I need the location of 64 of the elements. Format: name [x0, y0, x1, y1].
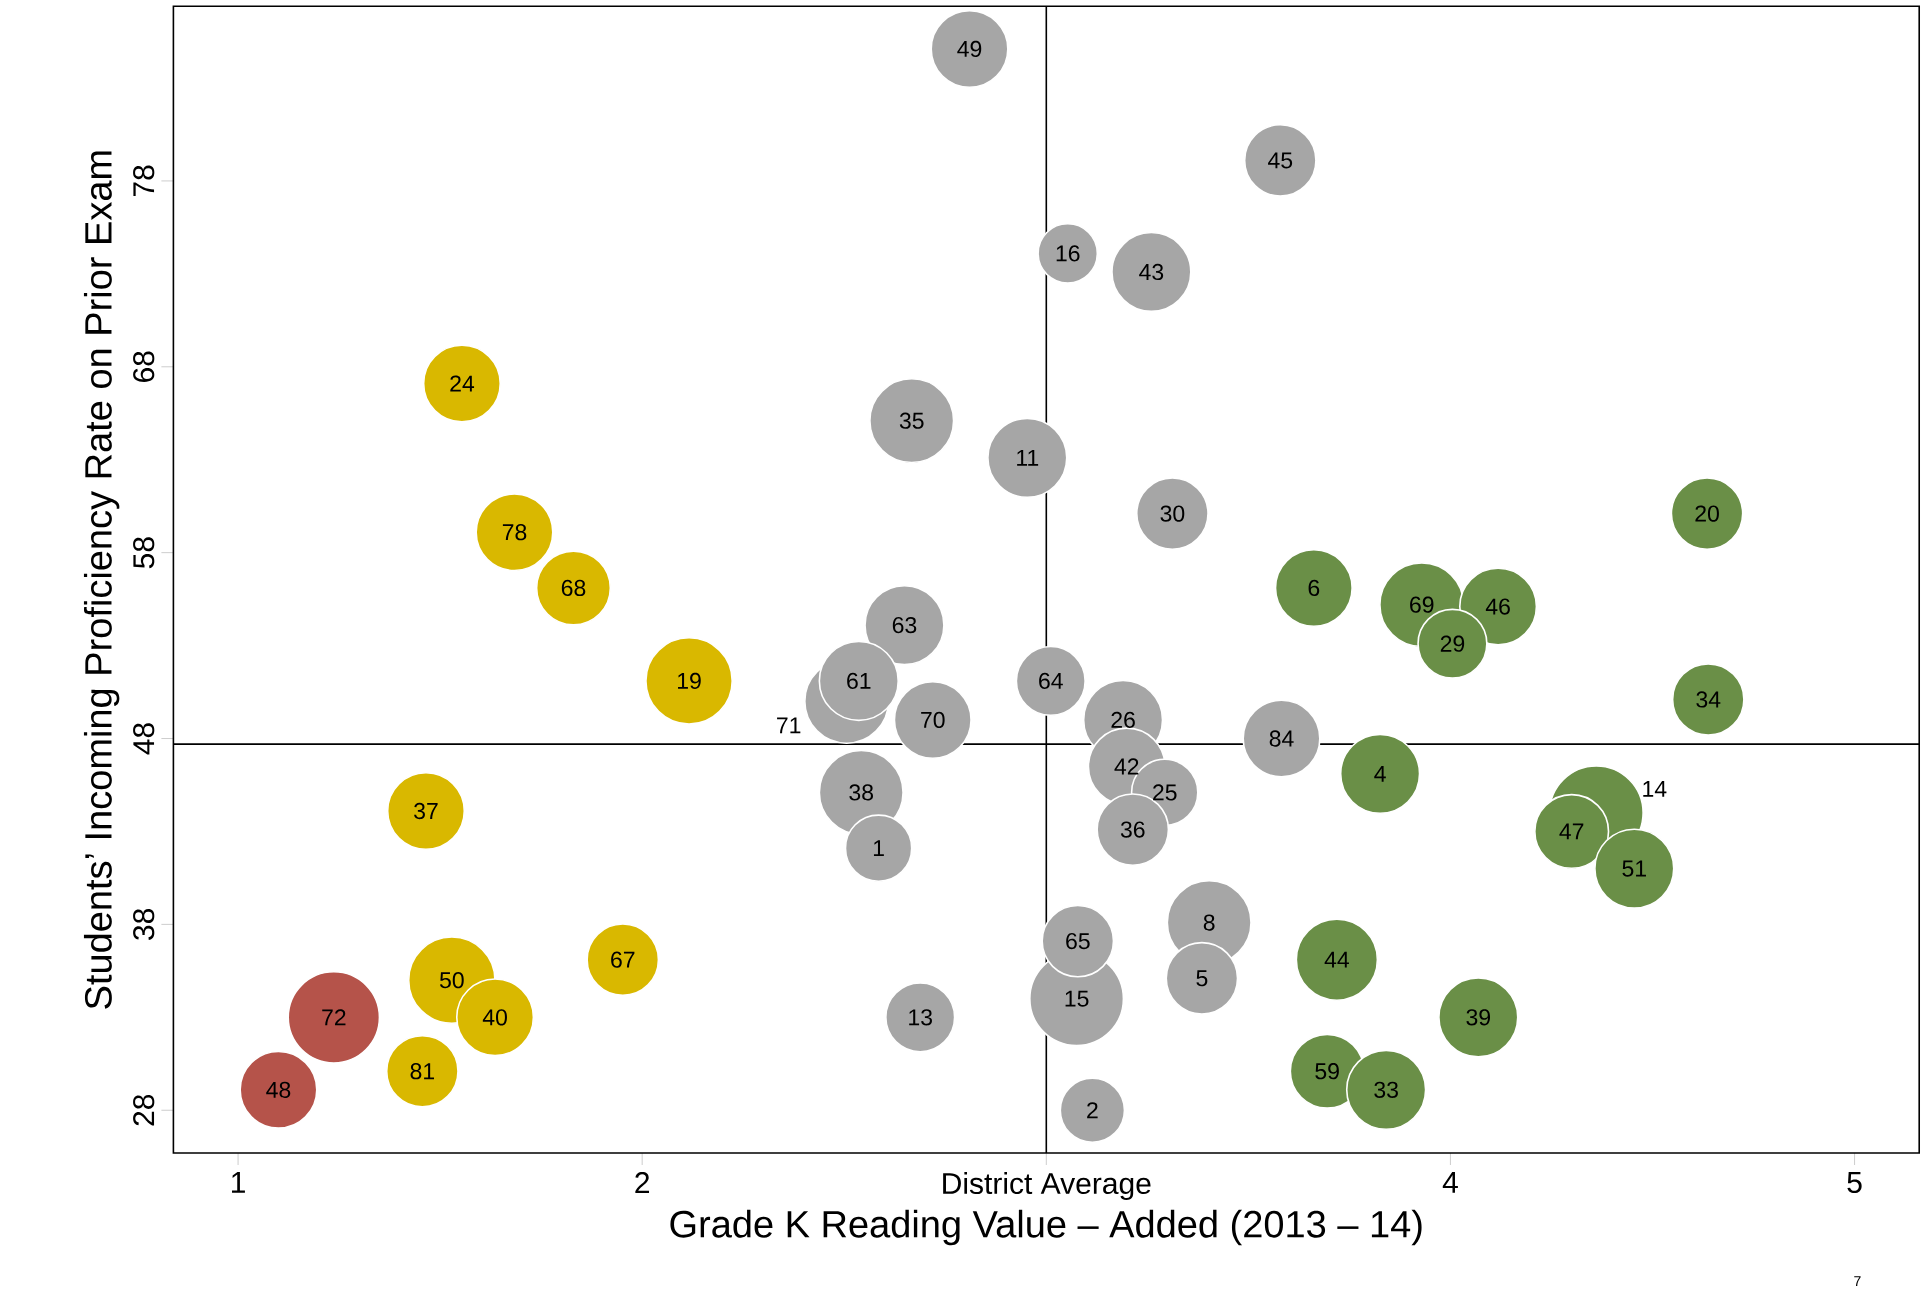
annotation: 50: [439, 972, 464, 989]
annotation: 36: [1120, 821, 1145, 838]
annotation: 2: [1087, 1102, 1098, 1119]
annotation: 5: [1196, 970, 1208, 987]
x-tick-label: 4: [1442, 1172, 1458, 1193]
y-tick-label: 68: [133, 351, 155, 382]
annotation: 70: [921, 711, 945, 729]
annotation: 65: [1066, 932, 1090, 950]
annotation: 24: [450, 375, 475, 392]
annotation: 13: [909, 1009, 932, 1026]
annotation: 44: [1324, 951, 1349, 968]
y-tick-label: 28: [133, 1094, 155, 1126]
annotation: 11: [1017, 449, 1039, 466]
annotation: 43: [1139, 263, 1164, 281]
annotation: 4: [1374, 765, 1386, 782]
annotation: 84: [1269, 730, 1294, 747]
annotation: 6: [1308, 579, 1320, 597]
annotation: 71: [777, 717, 801, 734]
annotation: 8: [1203, 914, 1215, 931]
x-tick-label: 1: [232, 1172, 245, 1193]
annotation: 15: [1065, 990, 1089, 1007]
annotation: 26: [1111, 711, 1135, 729]
annotation: 34: [1696, 691, 1721, 708]
y-axis-title: Students’ Incoming Proficiency Rate on Prior Exam: [83, 151, 120, 1009]
annotation: 25: [1153, 784, 1177, 801]
x-tick-label: District Average: [943, 1172, 1151, 1201]
annotation: 48: [266, 1081, 291, 1098]
annotation: 72: [322, 1009, 346, 1026]
annotation: 39: [1466, 1009, 1491, 1026]
annotation: 49: [957, 40, 982, 58]
annotation: 38: [849, 784, 874, 801]
annotation: 69: [1410, 596, 1434, 613]
annotation: 19: [678, 672, 701, 690]
annotation: 61: [847, 672, 871, 690]
annotation: 46: [1485, 598, 1510, 615]
annotation: 68: [561, 579, 586, 597]
y-tick-label: 48: [133, 723, 155, 755]
annotation: 37: [414, 802, 438, 820]
annotation: 1: [873, 840, 884, 857]
x-tick-label: 5: [1847, 1172, 1862, 1193]
x-axis-title: Grade K Reading Value – Added (2013 – 14): [670, 1209, 1422, 1246]
annotation: 40: [482, 1009, 507, 1026]
annotation: 67: [611, 951, 635, 968]
y-tick-label: 38: [133, 909, 155, 940]
y-tick-label: 78: [133, 165, 155, 197]
y-tick-label: 58: [133, 537, 155, 569]
annotation: 42: [1114, 758, 1139, 775]
annotation: 29: [1440, 635, 1465, 652]
text: 7: [1854, 1276, 1861, 1286]
annotation: 20: [1695, 505, 1719, 522]
annotation: 14: [1643, 780, 1667, 797]
annotation: 64: [1039, 672, 1063, 690]
annotation: 33: [1374, 1081, 1398, 1098]
annotation: 51: [1622, 860, 1646, 877]
annotation: 63: [892, 616, 917, 634]
annotation: 47: [1559, 823, 1584, 840]
annotation: 45: [1268, 152, 1293, 169]
annotation: 78: [502, 524, 527, 541]
annotation: 59: [1315, 1063, 1339, 1080]
annotation: 35: [899, 412, 924, 429]
annotation: 30: [1160, 505, 1185, 522]
x-tick-label: 2: [635, 1172, 650, 1194]
annotation: 81: [410, 1063, 435, 1080]
annotation: 16: [1056, 245, 1080, 262]
